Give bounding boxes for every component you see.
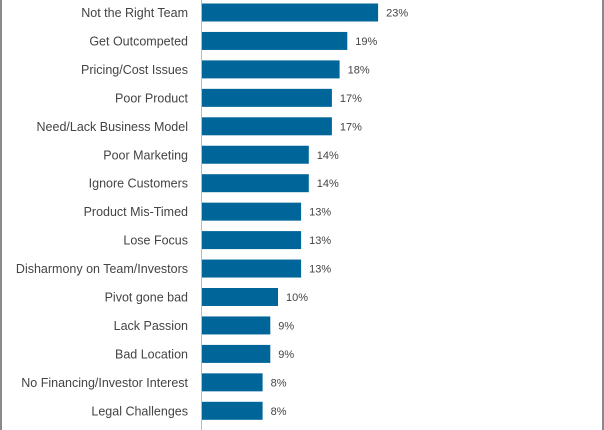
data-label: 13% [309, 235, 331, 247]
category-label: Need/Lack Business Model [37, 120, 188, 134]
category-label: Lose Focus [123, 234, 188, 248]
data-label: 17% [340, 93, 362, 105]
data-label: 9% [278, 349, 294, 361]
category-label: Pivot gone bad [105, 291, 188, 305]
bar [201, 344, 271, 363]
bar [201, 231, 302, 250]
data-label: 14% [317, 150, 339, 162]
bar [201, 401, 263, 420]
bar [201, 3, 379, 22]
category-label: Lack Passion [114, 319, 188, 333]
data-label: 8% [271, 406, 287, 418]
data-label: 19% [355, 36, 377, 48]
bar [201, 174, 309, 193]
data-label: 9% [278, 320, 294, 332]
bar [201, 88, 332, 107]
category-label: Not the Right Team [81, 6, 188, 20]
bar [201, 259, 302, 278]
data-label: 23% [386, 8, 408, 20]
bar [201, 31, 348, 50]
bar [201, 373, 263, 392]
data-label: 13% [309, 264, 331, 276]
bar [201, 117, 332, 136]
category-label: Get Outcompeted [89, 34, 188, 48]
bar [201, 145, 309, 164]
category-label: Pricing/Cost Issues [81, 63, 188, 77]
bar [201, 202, 302, 221]
category-label: Bad Location [115, 347, 188, 361]
data-label: 13% [309, 207, 331, 219]
bar [201, 316, 271, 335]
bar [201, 288, 278, 306]
category-label: Poor Product [115, 91, 188, 105]
data-label: 17% [340, 121, 362, 133]
category-label: Poor Marketing [103, 148, 188, 162]
category-label: Ignore Customers [89, 177, 188, 191]
category-label: Product Mis-Timed [84, 205, 188, 219]
data-label: 8% [271, 377, 287, 389]
category-label: Disharmony on Team/Investors [16, 262, 188, 276]
category-label: No Financing/Investor Interest [21, 376, 188, 390]
bar [201, 60, 340, 79]
data-label: 10% [286, 292, 308, 304]
data-label: 18% [348, 64, 370, 76]
category-label: Legal Challenges [91, 404, 188, 418]
data-label: 14% [317, 178, 339, 190]
